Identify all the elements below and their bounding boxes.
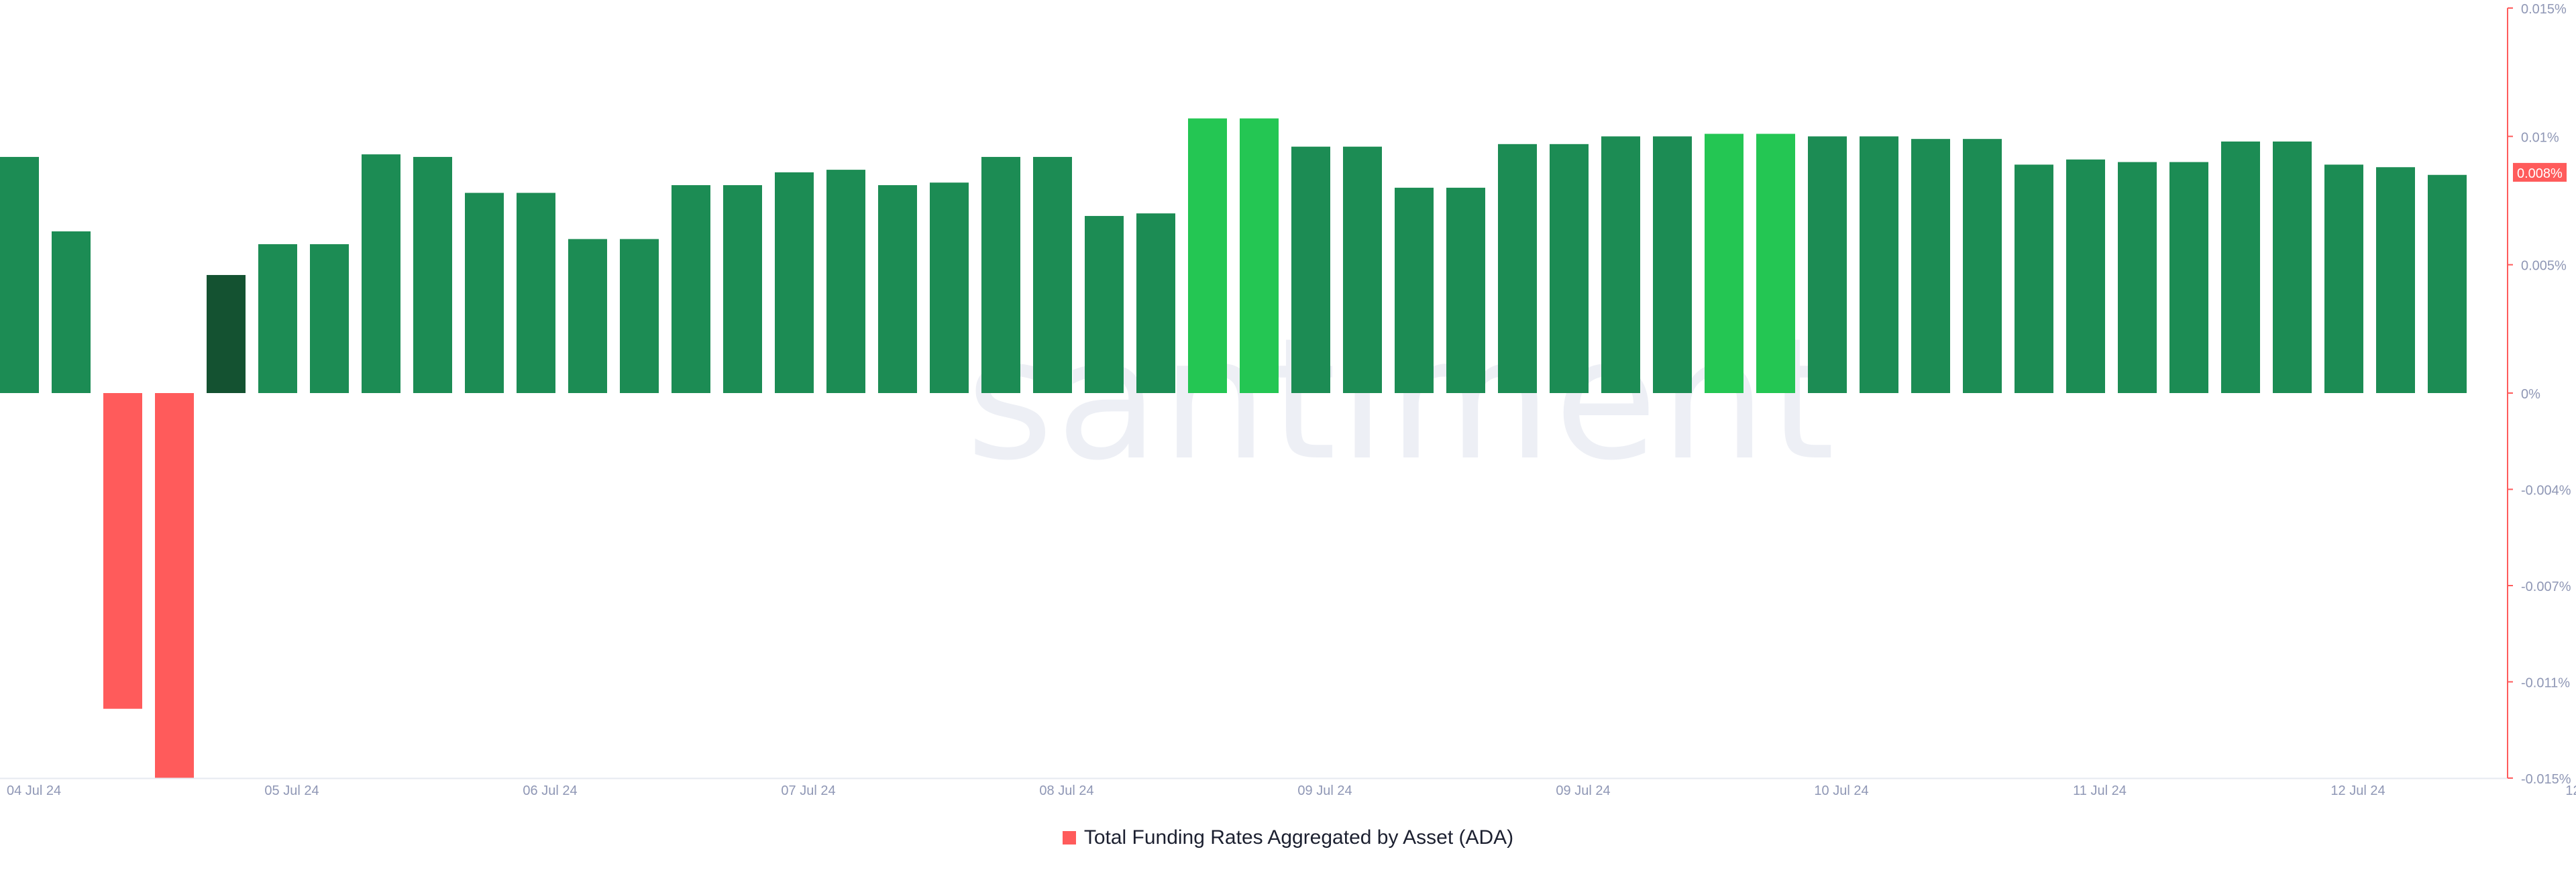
chart-bar[interactable] <box>1911 139 1950 393</box>
x-tick-label: 12 Jul 24 <box>2565 783 2576 798</box>
chart-bar[interactable] <box>1188 118 1227 393</box>
chart-bar[interactable] <box>1136 213 1175 393</box>
chart-bar[interactable] <box>878 185 917 393</box>
chart-bar[interactable] <box>1240 118 1279 393</box>
x-tick-label: 06 Jul 24 <box>523 783 577 798</box>
chart-bar[interactable] <box>1653 136 1692 394</box>
y-tick-label: 0.01% <box>2521 130 2559 145</box>
chart-bar[interactable] <box>52 231 91 393</box>
y-tick-label: -0.015% <box>2521 772 2571 787</box>
chart-bar[interactable] <box>568 239 607 393</box>
chart-bar[interactable] <box>103 393 142 709</box>
chart-bar[interactable] <box>258 244 297 393</box>
chart-bar[interactable] <box>1808 136 1847 394</box>
chart-bar[interactable] <box>1085 215 1124 393</box>
chart-bar[interactable] <box>310 244 349 393</box>
chart-bar[interactable] <box>2169 162 2208 393</box>
y-tick-label: -0.007% <box>2521 580 2571 594</box>
chart-bar[interactable] <box>672 185 710 393</box>
chart-bar[interactable] <box>775 172 814 393</box>
x-tick-label: 04 Jul 24 <box>7 783 61 798</box>
chart-bar[interactable] <box>1963 139 2002 393</box>
legend-swatch <box>1062 831 1076 844</box>
chart-bar[interactable] <box>0 156 39 394</box>
chart-bar[interactable] <box>723 185 762 393</box>
chart-bar[interactable] <box>2015 164 2053 393</box>
x-tick-label: 08 Jul 24 <box>1039 783 1093 798</box>
chart-bar[interactable] <box>465 193 504 393</box>
chart-bar[interactable] <box>620 239 659 393</box>
chart-bar[interactable] <box>413 156 452 394</box>
chart-bar[interactable] <box>1601 136 1640 394</box>
chart-bar[interactable] <box>1498 144 1537 393</box>
x-tick-label: 09 Jul 24 <box>1556 783 1610 798</box>
chart-bar[interactable] <box>1291 146 1330 393</box>
x-tick-label: 11 Jul 24 <box>2073 783 2127 798</box>
chart-bar[interactable] <box>2428 174 2467 393</box>
chart-bar[interactable] <box>1033 156 1072 394</box>
chart-bar[interactable] <box>930 182 969 393</box>
x-tick-label: 09 Jul 24 <box>1297 783 1352 798</box>
chart-bar[interactable] <box>1343 146 1382 393</box>
chart-bar[interactable] <box>2066 159 2105 394</box>
x-tick-label: 12 Jul 24 <box>2330 783 2385 798</box>
chart-bar[interactable] <box>207 274 246 393</box>
y-tick-label: 0% <box>2521 387 2540 402</box>
chart-bar[interactable] <box>2376 167 2415 393</box>
current-value-badge <box>2513 162 2567 182</box>
chart-bar[interactable] <box>981 156 1020 394</box>
legend-label: Total Funding Rates Aggregated by Asset … <box>1083 826 1514 849</box>
chart-bar[interactable] <box>2324 164 2363 393</box>
x-tick-label: 07 Jul 24 <box>781 783 835 798</box>
chart-legend[interactable]: Total Funding Rates Aggregated by Asset … <box>0 826 2576 849</box>
chart-bar[interactable] <box>2221 141 2260 393</box>
chart-bar[interactable] <box>1446 187 1485 393</box>
chart-bar[interactable] <box>2273 141 2312 393</box>
chart-bar[interactable] <box>1395 187 1434 393</box>
current-value-label: 0.008% <box>2517 166 2563 181</box>
chart-bar[interactable] <box>1756 133 1795 394</box>
x-tick-label: 05 Jul 24 <box>264 783 319 798</box>
chart-bar[interactable] <box>2118 162 2157 393</box>
chart-bar[interactable] <box>517 193 555 393</box>
chart-bar[interactable] <box>155 393 194 778</box>
chart-bar[interactable] <box>1705 133 1743 394</box>
y-tick-label: -0.004% <box>2521 484 2571 498</box>
y-tick-label: 0.005% <box>2521 259 2567 274</box>
y-tick-label: 0.015% <box>2521 2 2567 17</box>
chart-bar[interactable] <box>1860 136 1898 394</box>
chart-bar[interactable] <box>1550 144 1589 393</box>
chart-bar[interactable] <box>826 170 865 393</box>
chart-bar[interactable] <box>362 154 400 393</box>
x-tick-label: 10 Jul 24 <box>1814 783 1868 798</box>
y-tick-label: -0.011% <box>2521 676 2570 691</box>
